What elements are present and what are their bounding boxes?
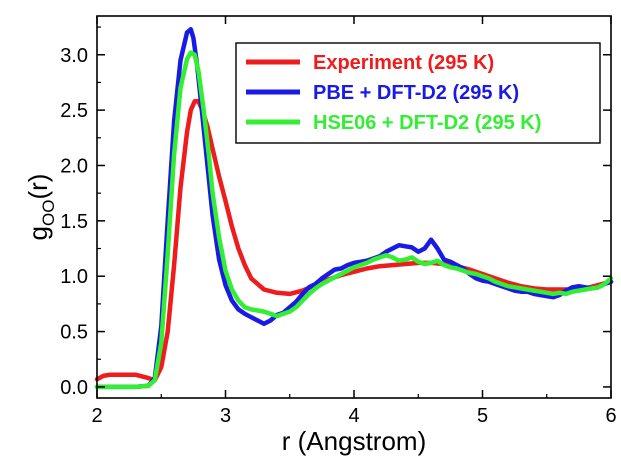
legend-label-2: PBE + DFT-D2 (295 K) xyxy=(313,82,519,104)
x-axis-label: r (Angstrom) xyxy=(282,426,426,456)
x-tick-label: 4 xyxy=(348,405,359,427)
y-tick-label: 0.5 xyxy=(60,322,88,344)
legend-label-3: HSE06 + DFT-D2 (295 K) xyxy=(313,112,541,134)
y-tick-label: 1.0 xyxy=(60,266,88,288)
y-tick-label: 0.0 xyxy=(60,377,88,399)
y-axis-label-suffix: (r) xyxy=(23,174,53,200)
legend-label-1: Experiment (295 K) xyxy=(313,52,494,74)
legend: Experiment (295 K) PBE + DFT-D2 (295 K) HS… xyxy=(235,42,601,144)
x-tick-label: 5 xyxy=(477,405,488,427)
y-tick-label: 3.0 xyxy=(60,45,88,67)
y-tick-label: 1.5 xyxy=(60,211,88,233)
tick-labels: 2 3 4 5 6 0.0 0.5 1.0 1.5 2.0 2.5 3.0 xyxy=(60,45,616,427)
x-tick-label: 2 xyxy=(91,405,102,427)
y-axis-label-main: g xyxy=(23,226,53,240)
axis-ticks xyxy=(96,16,612,398)
x-tick-label: 6 xyxy=(605,405,616,427)
x-tick-label: 3 xyxy=(220,405,231,427)
y-axis-label: gOO(r) xyxy=(23,174,58,241)
plot-lines xyxy=(94,27,614,390)
y-tick-label: 2.0 xyxy=(60,155,88,177)
series-line-3 xyxy=(94,50,614,390)
y-tick-label: 2.5 xyxy=(60,100,88,122)
y-axis-label-subscript: OO xyxy=(39,200,58,226)
series-line-1 xyxy=(94,99,614,383)
